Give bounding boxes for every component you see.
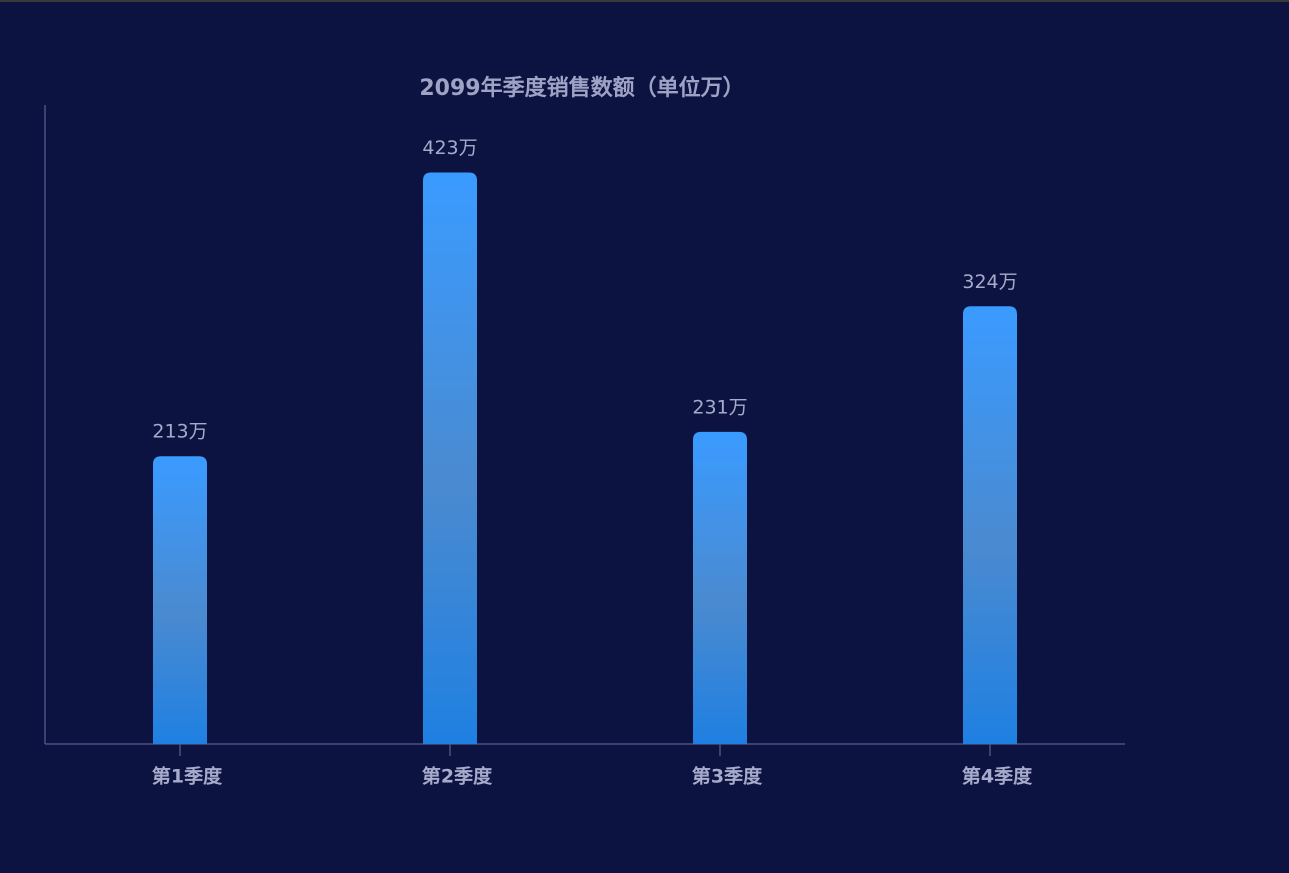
bar (963, 306, 1017, 744)
window-border (0, 0, 1289, 2)
bar (423, 172, 477, 745)
x-tick-label: 第3季度 (692, 765, 763, 788)
chart-title: 2099年季度销售数额（单位万） (419, 75, 744, 101)
value-label: 231万 (692, 396, 747, 418)
value-label: 423万 (422, 137, 477, 159)
x-tick-label: 第1季度 (152, 765, 223, 788)
x-tick-label: 第2季度 (422, 765, 493, 788)
value-label: 213万 (152, 421, 207, 443)
value-label: 324万 (962, 271, 1017, 293)
bar (153, 456, 207, 744)
x-tick-label: 第4季度 (962, 765, 1033, 788)
bar (693, 431, 747, 744)
